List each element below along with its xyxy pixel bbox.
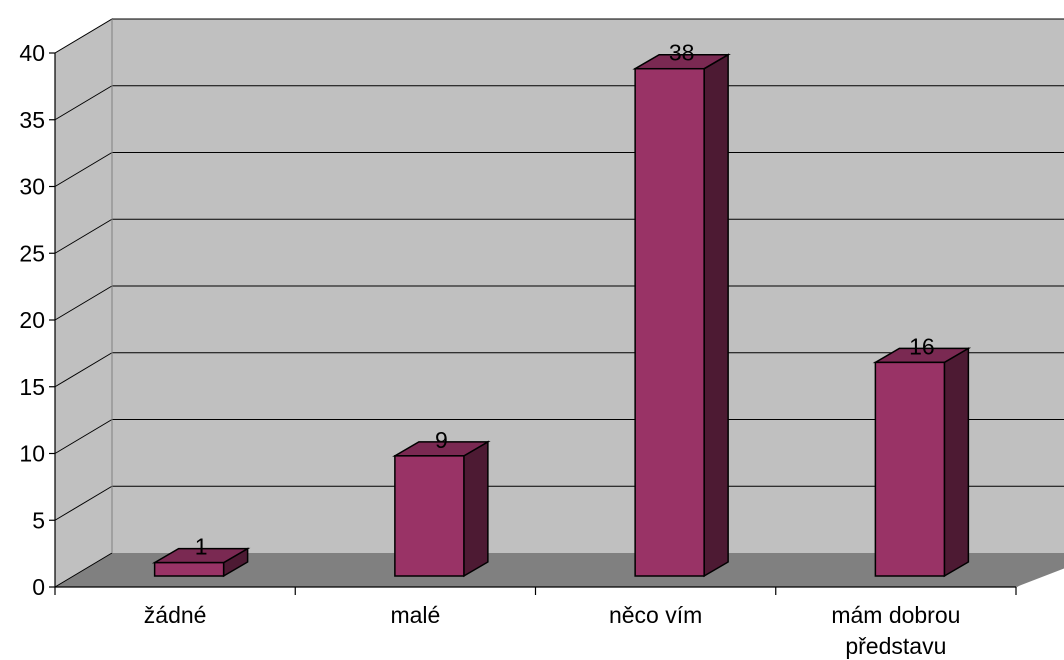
- bar-front: [874, 361, 946, 577]
- bar: [392, 440, 491, 578]
- bar: [151, 547, 251, 578]
- bar: [632, 53, 731, 578]
- data-label: 16: [909, 333, 935, 359]
- data-label: 38: [669, 40, 695, 66]
- x-tick-label: něco vím: [609, 602, 702, 628]
- x-tick-label: žádné: [144, 602, 207, 628]
- data-labels: 1 9 38 16: [195, 40, 935, 560]
- y-tick-label: 35: [19, 107, 45, 133]
- gridline-diagonal: [54, 419, 113, 454]
- x-tick-label: malé: [390, 602, 440, 628]
- bars: [151, 53, 972, 578]
- x-tick-label-line: malé: [390, 602, 440, 628]
- gridline-diagonal: [54, 285, 113, 321]
- gridline-diagonal: [54, 352, 113, 388]
- x-tick-label-line: něco vím: [609, 602, 702, 628]
- bar: [872, 347, 972, 578]
- y-tick-label: 5: [32, 507, 45, 533]
- y-tick-label: 25: [19, 240, 45, 266]
- x-axis: žádné malé něco vím mám dobrou představu: [54, 586, 1017, 659]
- bar-front: [153, 561, 225, 577]
- y-tick-label: 10: [19, 441, 45, 467]
- gridline-diagonal: [54, 218, 113, 254]
- x-tick-label-line: mám dobrou: [831, 602, 960, 628]
- gridline-diagonal: [54, 552, 113, 588]
- y-axis: 0 5 10 15 20 25 30 35 40: [19, 40, 56, 600]
- x-tick-label-line: představu: [845, 633, 946, 659]
- y-tick-label: 15: [19, 374, 45, 400]
- gridline-diagonal: [54, 485, 113, 521]
- x-tick-label-line: žádné: [144, 602, 207, 628]
- y-tick-label: 30: [19, 174, 45, 200]
- y-tick-label: 20: [19, 307, 45, 333]
- gridline-diagonal: [54, 152, 113, 187]
- bar-side: [463, 440, 489, 578]
- gridline-diagonal: [54, 18, 113, 54]
- floor: [55, 553, 1064, 587]
- bar-front: [634, 67, 705, 577]
- x-tick-label: mám dobrou představu: [831, 602, 960, 659]
- data-label: 9: [435, 427, 448, 453]
- y-tick-label: 40: [19, 40, 45, 66]
- gridline-diagonal: [54, 85, 113, 121]
- bar-front: [394, 455, 465, 577]
- bar-side: [703, 53, 729, 578]
- y-tick-label: 0: [32, 574, 45, 600]
- bar-side: [943, 347, 970, 578]
- data-label: 1: [195, 534, 208, 560]
